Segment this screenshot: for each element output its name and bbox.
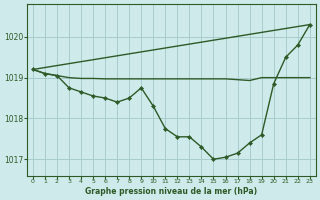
X-axis label: Graphe pression niveau de la mer (hPa): Graphe pression niveau de la mer (hPa)	[85, 187, 257, 196]
